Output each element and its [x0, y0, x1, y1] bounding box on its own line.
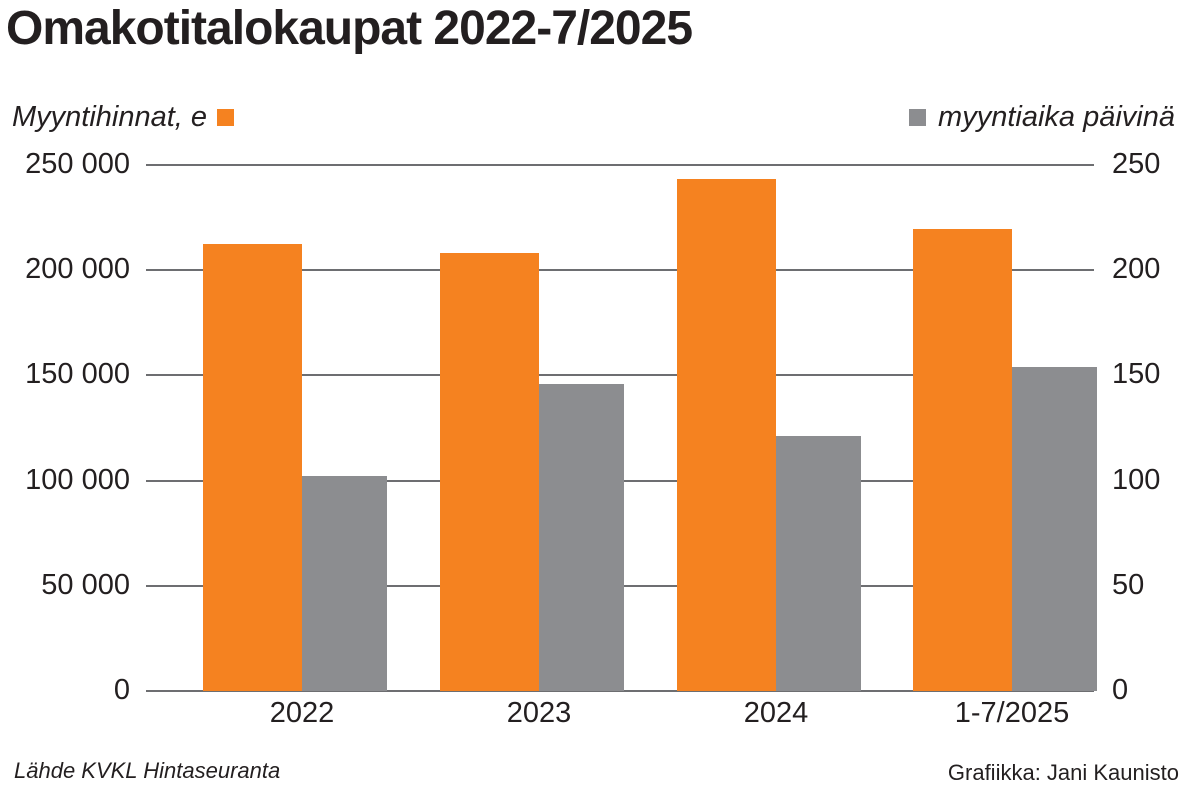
y-axis-left-tick: 50 000: [41, 568, 130, 601]
bar-price-2022: [203, 243, 302, 691]
bar-days-2023: [539, 383, 624, 691]
graphics-credit: Grafiikka: Jani Kaunisto: [947, 760, 1179, 785]
x-axis-label: 2024: [743, 697, 809, 729]
x-axis-label: 2022: [269, 697, 335, 729]
y-axis-left-tick: 0: [113, 674, 130, 706]
gridline: [146, 374, 1094, 377]
gridline: [146, 164, 1094, 166]
y-axis-left-tick: 100 000: [25, 463, 130, 496]
bar-price-2024: [677, 178, 776, 691]
y-axis-left-tick: 250 000: [25, 148, 130, 180]
legend-price: Myyntihinnat, e: [12, 100, 235, 134]
legend-price-swatch: [217, 108, 235, 126]
x-axis-label: 1-7/2025: [954, 697, 1070, 729]
bar-price-1-7/2025: [913, 229, 1012, 691]
bar-price-2023: [440, 253, 539, 691]
y-axis-right-tick: 150: [1112, 358, 1161, 391]
y-axis-left-tick: 200 000: [25, 253, 130, 286]
bar-days-1-7/2025: [1012, 366, 1097, 691]
y-axis-right-tick: 100: [1112, 463, 1161, 496]
x-axis-label: 2023: [506, 697, 572, 729]
y-axis-right-tick: 250: [1112, 148, 1161, 180]
legend-days-swatch: [909, 108, 927, 126]
chart-title: Omakotitalokaupat 2022-7/2025: [6, 2, 693, 55]
gridline: [146, 269, 1094, 272]
source-note: Lähde KVKL Hintaseuranta: [14, 758, 281, 783]
legend-days-label: myyntiaika päivinä: [938, 101, 1175, 133]
y-axis-right-tick: 200: [1112, 253, 1161, 286]
legend-days: myyntiaika päivinä: [909, 100, 1175, 134]
gridline: [146, 690, 1094, 692]
y-axis-left-tick: 150 000: [25, 358, 130, 391]
bar-days-2024: [776, 436, 861, 691]
legend-price-label: Myyntihinnat, e: [12, 101, 208, 133]
y-axis-right-tick: 0: [1112, 674, 1129, 706]
bar-days-2022: [302, 476, 387, 691]
y-axis-right-tick: 50: [1112, 568, 1145, 601]
